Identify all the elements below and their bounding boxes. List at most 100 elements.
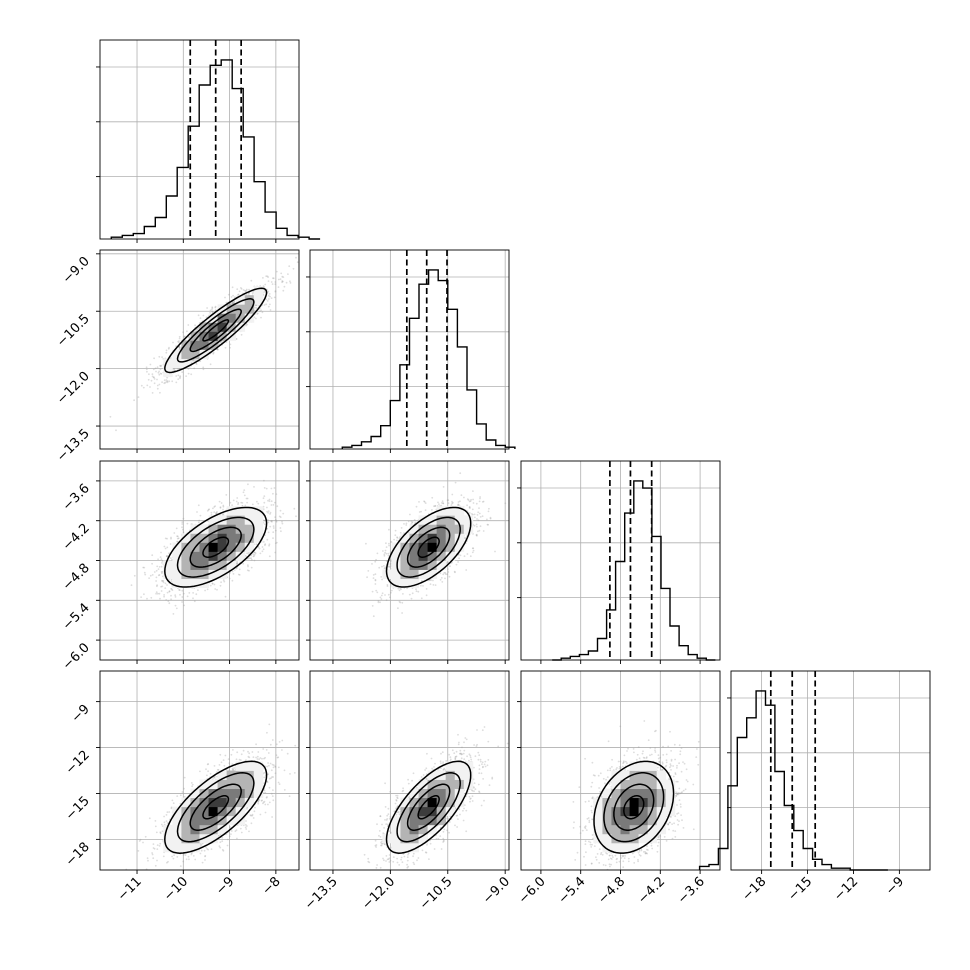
scatter-point — [211, 582, 214, 585]
scatter-point — [197, 521, 200, 524]
scatter-point — [274, 283, 277, 285]
scatter-point — [236, 561, 238, 564]
density-cell — [217, 331, 228, 341]
scatter-point — [175, 375, 178, 377]
scatter-point — [172, 341, 174, 344]
scatter-point — [229, 501, 232, 504]
density-cell — [199, 340, 209, 350]
scatter-point — [267, 510, 270, 513]
density-cell — [208, 560, 218, 570]
scatter-point — [151, 574, 154, 576]
scatter-point — [255, 306, 258, 309]
scatter-point — [181, 589, 184, 592]
density-cell — [199, 542, 209, 552]
scatter-point — [265, 298, 268, 301]
scatter-point — [257, 312, 259, 315]
scatter-point — [197, 327, 200, 329]
scatter-point — [148, 373, 150, 376]
scatter-point — [213, 583, 216, 586]
density-cell — [190, 524, 200, 534]
scatter-point — [196, 511, 198, 513]
scatter-point — [279, 527, 282, 529]
scatter-point — [170, 580, 173, 582]
density-cell — [217, 542, 228, 552]
scatter-point — [225, 301, 228, 304]
scatter-point — [220, 502, 223, 504]
scatter-point — [176, 540, 179, 543]
scatter-point — [156, 565, 159, 568]
scatter-point — [175, 527, 178, 530]
density-cell — [244, 533, 255, 543]
scatter-point — [181, 523, 184, 525]
scatter-point — [246, 552, 249, 555]
scatter-point — [221, 513, 224, 516]
scatter-point — [267, 280, 270, 282]
scatter-point — [253, 486, 255, 488]
scatter-point — [240, 501, 243, 504]
density-cell — [190, 551, 200, 561]
scatter-point — [209, 584, 212, 587]
scatter-point — [227, 293, 230, 296]
scatter-point — [202, 366, 205, 369]
scatter-point — [263, 487, 266, 489]
scatter-point — [196, 328, 199, 331]
density-cell — [181, 560, 191, 570]
scatter-point — [240, 287, 242, 289]
density-cell — [253, 533, 264, 543]
scatter-point — [187, 324, 190, 326]
scatter-point — [267, 512, 269, 514]
scatter-point — [243, 489, 246, 491]
scatter-point — [161, 585, 164, 588]
scatter-point — [494, 550, 496, 553]
scatter-point — [222, 504, 225, 507]
scatter-point — [236, 560, 239, 563]
panel-plot-area — [100, 250, 299, 449]
density-cell — [253, 506, 264, 516]
scatter-point — [159, 391, 161, 394]
density-cell — [217, 569, 228, 579]
density-cell — [190, 349, 200, 359]
scatter-point — [270, 297, 273, 299]
density-cell — [244, 542, 255, 552]
scatter-point — [178, 589, 181, 591]
scatter-point — [487, 510, 490, 513]
scatter-point — [161, 572, 163, 575]
scatter-point — [224, 296, 226, 299]
density-cell — [226, 322, 237, 332]
scatter-point — [250, 558, 253, 561]
density-cell — [190, 331, 200, 341]
scatter-point — [159, 364, 162, 367]
density-cell — [253, 515, 264, 525]
scatter-point — [193, 600, 196, 603]
scatter-point — [153, 378, 156, 380]
scatter-point — [425, 594, 428, 597]
scatter-point — [244, 289, 246, 292]
scatter-point — [170, 587, 173, 590]
scatter-point — [160, 364, 163, 367]
scatter-point — [160, 558, 163, 561]
y-tick-label: −10.5 — [54, 311, 93, 350]
scatter-point — [146, 384, 149, 387]
scatter-point — [267, 521, 270, 524]
scatter-point — [248, 557, 251, 560]
scatter-point — [277, 286, 280, 288]
scatter-point — [222, 579, 225, 582]
scatter-point — [470, 498, 472, 501]
scatter-point — [166, 380, 169, 382]
scatter-point — [181, 521, 184, 523]
scatter-point — [279, 278, 282, 281]
scatter-point — [183, 604, 186, 607]
scatter-point — [181, 371, 184, 373]
scatter-point — [148, 577, 151, 579]
scatter-point — [236, 562, 239, 565]
scatter-point — [206, 307, 209, 309]
scatter-point — [269, 303, 271, 306]
scatter-point — [152, 376, 155, 379]
scatter-point — [238, 568, 241, 571]
scatter-point — [166, 546, 169, 549]
scatter-point — [157, 371, 160, 374]
density-cell — [253, 295, 264, 305]
scatter-point — [253, 555, 255, 557]
scatter-point — [247, 293, 250, 295]
density-cell — [226, 533, 237, 543]
